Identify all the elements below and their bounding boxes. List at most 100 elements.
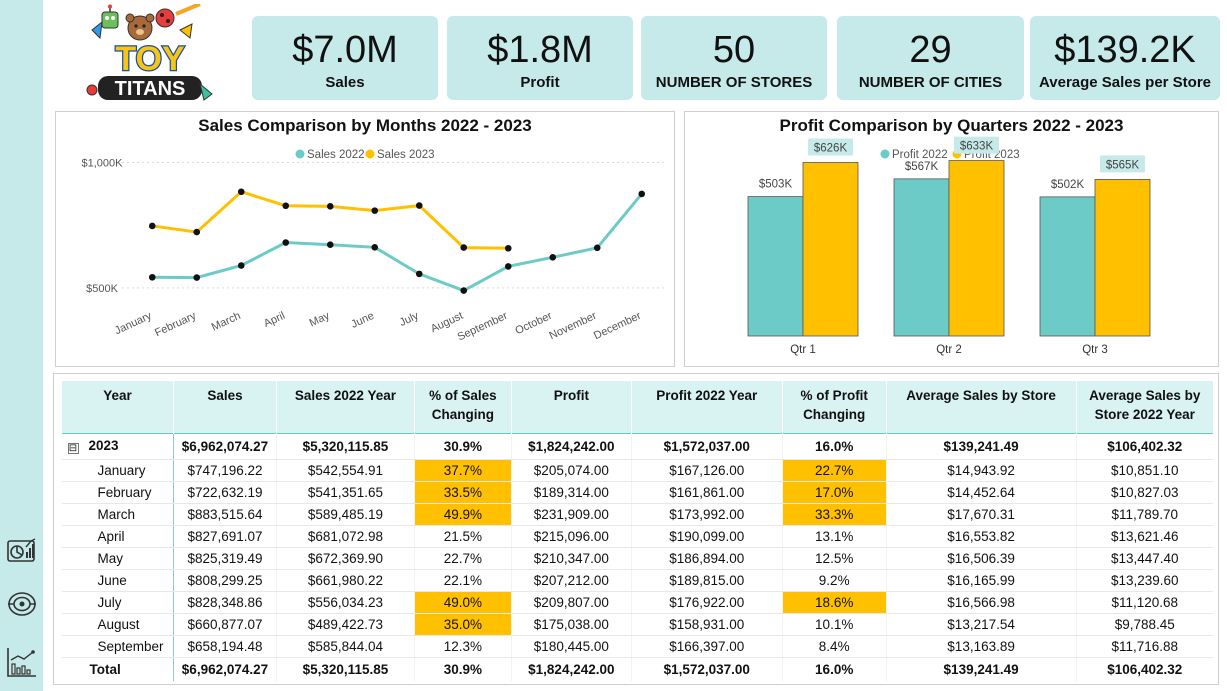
table-cell: $186,894.00 bbox=[630, 547, 783, 570]
table-cell: $6,962,074.27 bbox=[172, 433, 277, 460]
table-cell: 30.9% bbox=[413, 433, 512, 460]
column-header-sales-change[interactable]: % of Sales Changing bbox=[413, 381, 512, 433]
data-point[interactable] bbox=[371, 207, 379, 214]
x-tick-label: Qtr 3 bbox=[1082, 344, 1108, 356]
bar[interactable] bbox=[747, 196, 804, 337]
table-cell: $808,299.25 bbox=[172, 569, 277, 592]
x-tick-label: June bbox=[349, 310, 376, 331]
data-label: $626K bbox=[814, 143, 848, 155]
column-header-avg-sales-store-2022[interactable]: Average Sales by Store 2022 Year bbox=[1075, 381, 1213, 433]
data-point[interactable] bbox=[326, 203, 334, 210]
x-tick-label: January bbox=[113, 310, 154, 338]
table-cell: $161,861.00 bbox=[630, 481, 783, 504]
table-cell: $747,196.22 bbox=[172, 459, 277, 482]
column-header-profit-change[interactable]: % of Profit Changing bbox=[781, 381, 887, 433]
month-cell: April bbox=[61, 525, 174, 548]
table-cell: $210,347.00 bbox=[510, 547, 632, 570]
data-point[interactable] bbox=[282, 202, 290, 210]
bar[interactable] bbox=[1094, 179, 1151, 337]
table-cell: $11,716.88 bbox=[1075, 635, 1213, 658]
y-tick-label: $1,000K bbox=[82, 158, 124, 170]
data-point[interactable] bbox=[415, 270, 423, 278]
data-point[interactable] bbox=[193, 228, 201, 236]
data-point[interactable] bbox=[282, 239, 290, 246]
data-point[interactable] bbox=[415, 202, 423, 209]
data-label-bg bbox=[954, 136, 999, 154]
data-point[interactable] bbox=[326, 241, 334, 249]
table-cell: $13,239.60 bbox=[1075, 569, 1213, 592]
bar[interactable] bbox=[1039, 196, 1096, 337]
data-point[interactable] bbox=[237, 262, 245, 269]
data-label: $565K bbox=[1106, 159, 1140, 171]
table-cell: 37.7% bbox=[413, 459, 512, 482]
sales-line-chart: Sales 2022 Sales 2023 $1,000K $500K January F… bbox=[82, 149, 664, 343]
x-tick-label: April bbox=[262, 310, 287, 330]
data-point[interactable] bbox=[371, 244, 379, 251]
table-row: February $722,632.19 $541,351.65 33.5% $189,… bbox=[61, 481, 1213, 504]
table-cell: 21.5% bbox=[413, 525, 512, 548]
bar[interactable] bbox=[893, 178, 950, 337]
table-cell: $190,099.00 bbox=[630, 525, 783, 548]
table-cell: $189,815.00 bbox=[630, 569, 783, 592]
month-cell: January bbox=[61, 459, 174, 482]
table-cell: $231,909.00 bbox=[510, 503, 632, 526]
column-header-year[interactable]: Year bbox=[61, 381, 174, 433]
data-point[interactable] bbox=[148, 222, 156, 230]
data-label: $633K bbox=[960, 141, 994, 153]
nav-dashboard-button[interactable] bbox=[4, 532, 40, 568]
kpi-card-avg-sales-store: $139.2K Average Sales per Store bbox=[1030, 16, 1220, 100]
nav-target-button[interactable] bbox=[4, 586, 40, 622]
logo-graphic: TOY TITANS bbox=[86, 2, 213, 101]
table-cell: $9,788.45 bbox=[1075, 613, 1213, 636]
table-row: August $660,877.07 $489,422.73 35.0% $175,03… bbox=[61, 613, 1213, 636]
x-tick-label: November bbox=[547, 310, 598, 342]
nav-trend-button[interactable] bbox=[4, 644, 40, 680]
bar[interactable] bbox=[802, 162, 859, 337]
table-cell: $11,120.68 bbox=[1075, 591, 1213, 614]
table-cell: $176,922.00 bbox=[630, 591, 783, 614]
table-cell: $13,217.54 bbox=[885, 613, 1077, 636]
table-body: ⊟ 2023 $6,962,074.27 $5,320,115.85 30.9% … bbox=[61, 433, 1213, 681]
table-cell: $16,506.39 bbox=[885, 547, 1077, 570]
x-tick-label: July bbox=[398, 310, 421, 329]
table-cell: 16.0% bbox=[781, 433, 887, 460]
data-point[interactable] bbox=[504, 263, 512, 270]
bar[interactable] bbox=[948, 160, 1005, 337]
table-cell: $585,844.04 bbox=[275, 635, 415, 658]
month-cell: July bbox=[61, 591, 174, 614]
data-point[interactable] bbox=[237, 188, 245, 196]
table-cell: 12.3% bbox=[413, 635, 512, 658]
table-cell: $1,824,242.00 bbox=[510, 433, 632, 460]
collapse-icon[interactable]: ⊟ bbox=[67, 443, 79, 454]
data-point[interactable] bbox=[593, 244, 601, 252]
data-point[interactable] bbox=[460, 287, 468, 294]
column-header-sales[interactable]: Sales bbox=[172, 381, 277, 433]
table-cell: $16,165.99 bbox=[885, 569, 1077, 592]
kpi-label: Sales bbox=[325, 74, 365, 91]
table-cell: 12.5% bbox=[781, 547, 887, 570]
data-point[interactable] bbox=[148, 273, 156, 281]
data-point[interactable] bbox=[549, 254, 557, 261]
table-cell: $17,670.31 bbox=[885, 503, 1077, 526]
data-point[interactable] bbox=[193, 274, 201, 281]
table-row: July $828,348.86 $556,034.23 49.0% $209,807.… bbox=[61, 591, 1213, 614]
column-header-sales-2022[interactable]: Sales 2022 Year bbox=[275, 381, 415, 433]
year-cell: ⊟ 2023 bbox=[61, 433, 174, 460]
data-point[interactable] bbox=[460, 244, 468, 251]
table-cell: $828,348.86 bbox=[172, 591, 277, 614]
total-cell: 30.9% bbox=[413, 656, 512, 681]
column-header-avg-sales-store[interactable]: Average Sales by Store bbox=[885, 381, 1077, 433]
data-point[interactable] bbox=[504, 244, 512, 252]
table-cell: $13,447.40 bbox=[1075, 547, 1213, 570]
total-cell: $1,824,242.00 bbox=[510, 656, 632, 681]
data-point[interactable] bbox=[638, 190, 646, 198]
kpi-label: Average Sales per Store bbox=[1038, 74, 1212, 91]
column-header-profit[interactable]: Profit bbox=[510, 381, 632, 433]
table-row: June $808,299.25 $661,980.22 22.1% $207,212.… bbox=[61, 569, 1213, 592]
column-header-profit-2022[interactable]: Profit 2022 Year bbox=[630, 381, 783, 433]
logo-text-toy: TOY bbox=[115, 40, 185, 78]
sales-matrix-table: Year Sales Sales 2022 Year % of Sales Ch… bbox=[61, 381, 1213, 681]
x-tick-label: December bbox=[592, 310, 643, 342]
month-cell: March bbox=[61, 503, 174, 526]
target-icon bbox=[8, 592, 36, 616]
